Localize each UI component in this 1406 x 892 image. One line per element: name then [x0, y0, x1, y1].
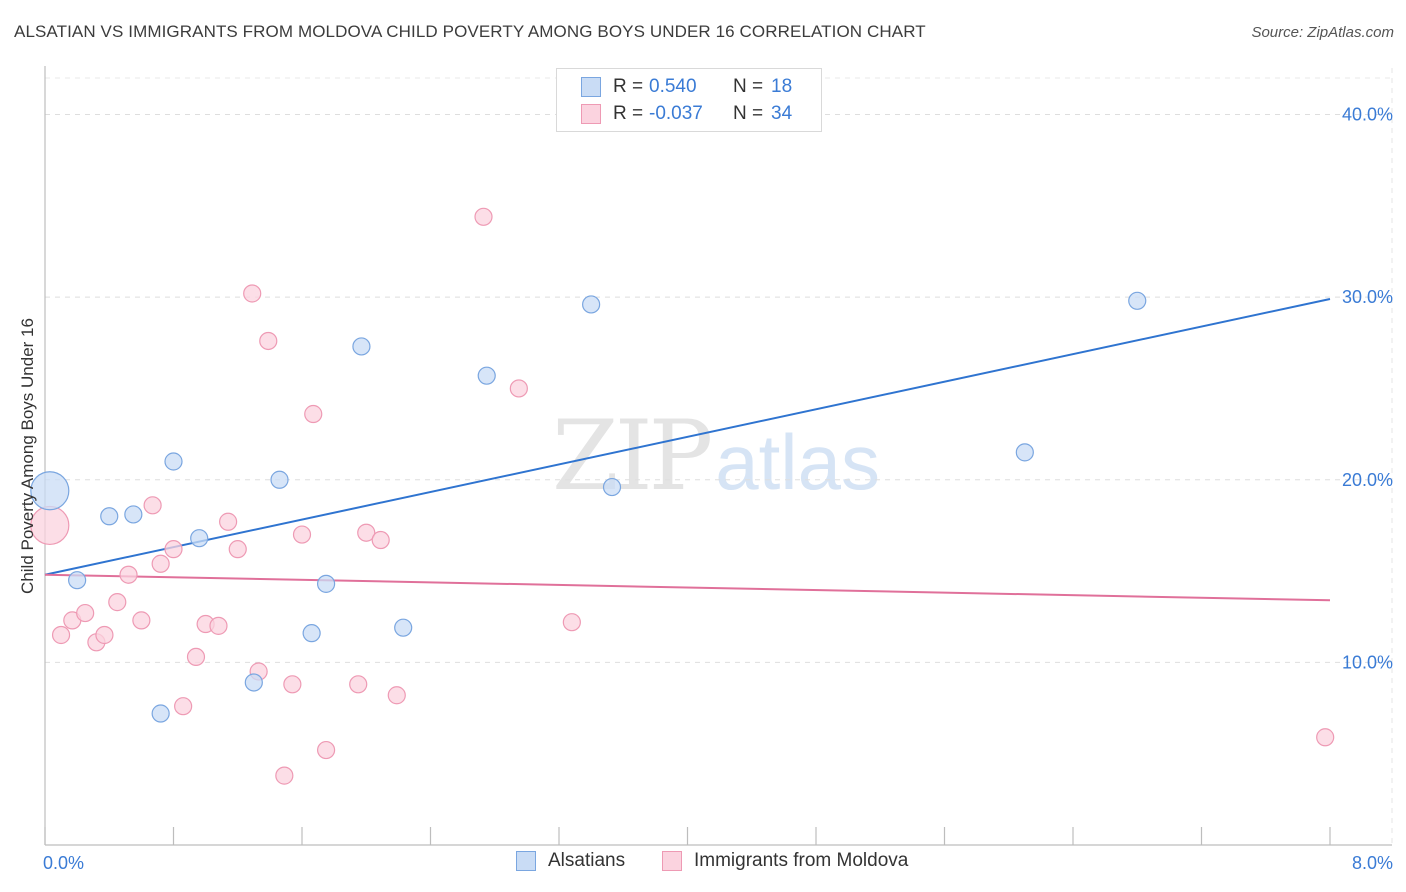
point-moldova: [51, 625, 71, 645]
point-moldova: [119, 565, 138, 584]
point-alsatians: [244, 673, 263, 692]
trend-line-alsatians: [44, 297, 1331, 576]
series-legend-moldova: Immigrants from Moldova: [662, 850, 908, 872]
point-moldova: [275, 766, 294, 785]
series-swatch-moldova: [662, 851, 682, 871]
chart-title: ALSATIAN VS IMMIGRANTS FROM MOLDOVA CHIL…: [14, 22, 926, 41]
point-alsatians: [1128, 291, 1147, 310]
watermark-atlas: atlas: [715, 418, 880, 506]
point-moldova: [562, 613, 581, 632]
point-alsatians: [270, 470, 289, 489]
point-moldova: [304, 404, 323, 424]
trend-line-moldova: [44, 573, 1331, 602]
point-moldova: [76, 603, 95, 623]
point-moldova: [132, 611, 151, 630]
legend-swatch-moldova: [581, 104, 601, 124]
point-moldova: [1316, 728, 1335, 747]
point-alsatians: [477, 366, 496, 385]
legend-r-label: R =: [613, 103, 644, 124]
legend-row-alsatians: R = 0.540 N = 18: [581, 75, 792, 99]
point-moldova: [316, 740, 336, 760]
legend-r-label: R =: [613, 76, 644, 97]
point-moldova: [108, 593, 127, 612]
point-moldova: [509, 379, 528, 398]
point-alsatians: [602, 477, 622, 497]
point-moldova: [259, 331, 278, 351]
series-legend: Alsatians Immigrants from Moldova: [0, 850, 1406, 878]
point-moldova: [292, 525, 312, 544]
point-moldova: [228, 540, 247, 559]
chart-source: Source: ZipAtlas.com: [1251, 24, 1394, 41]
point-moldova: [243, 284, 262, 303]
legend-swatch-alsatians: [581, 77, 601, 97]
data-points: [30, 207, 1335, 785]
tick-labels: 10.0% 20.0% 30.0% 40.0% 0.0% 8.0% Child Povert…: [18, 105, 1393, 873]
point-alsatians: [394, 618, 413, 637]
point-alsatians: [352, 337, 371, 356]
point-moldova: [357, 523, 376, 542]
legend-n-label: N =: [733, 103, 764, 124]
correlation-legend: R = 0.540 N = 18 R = -0.037 N = 34: [556, 68, 822, 132]
watermark-zip: ZIP: [552, 400, 713, 512]
point-alsatians: [68, 571, 87, 590]
y-tick-label: 40.0%: [1342, 105, 1393, 125]
y-tick-label: 20.0%: [1342, 470, 1393, 490]
watermark: ZIPatlas: [552, 400, 880, 512]
point-alsatians: [302, 624, 321, 643]
y-tick-label: 10.0%: [1342, 652, 1393, 672]
point-alsatians: [316, 574, 336, 593]
point-moldova: [283, 675, 302, 694]
x-tick-label-max: 8.0%: [1352, 853, 1393, 873]
point-moldova: [474, 207, 493, 226]
trend-lines: [44, 297, 1331, 602]
point-alsatians: [151, 704, 170, 723]
point-moldova: [186, 647, 206, 667]
point-moldova: [95, 625, 114, 645]
legend-n-value: 34: [771, 103, 793, 124]
point-moldova: [143, 496, 162, 515]
point-alsatians: [164, 452, 183, 471]
point-alsatians: [124, 505, 143, 524]
series-legend-alsatians: Alsatians: [516, 850, 625, 872]
point-moldova: [387, 686, 406, 705]
series-label-moldova: Immigrants from Moldova: [694, 850, 909, 871]
point-alsatians: [30, 471, 70, 511]
legend-r-value: 0.540: [649, 76, 697, 97]
legend-n-label: N =: [733, 76, 764, 97]
axes: [44, 66, 1392, 846]
point-moldova: [151, 554, 170, 573]
y-axis-label: Child Poverty Among Boys Under 16: [18, 318, 37, 594]
legend-row-moldova: R = -0.037 N = 34: [581, 102, 792, 126]
point-moldova: [371, 530, 390, 550]
point-alsatians: [582, 295, 601, 314]
point-alsatians: [100, 507, 119, 526]
y-tick-label: 30.0%: [1342, 287, 1393, 307]
series-label-alsatians: Alsatians: [548, 850, 626, 871]
legend-r-value: -0.037: [649, 103, 703, 124]
point-moldova: [174, 697, 193, 716]
point-moldova: [209, 616, 228, 635]
point-moldova: [349, 675, 368, 694]
grid-lines: [45, 68, 1393, 845]
point-moldova: [164, 540, 183, 559]
series-swatch-alsatians: [516, 851, 536, 871]
legend-n-value: 18: [771, 76, 793, 97]
point-moldova: [219, 512, 238, 531]
point-alsatians: [1015, 443, 1034, 462]
x-tick-label-min: 0.0%: [43, 853, 84, 873]
point-alsatians: [190, 529, 209, 548]
